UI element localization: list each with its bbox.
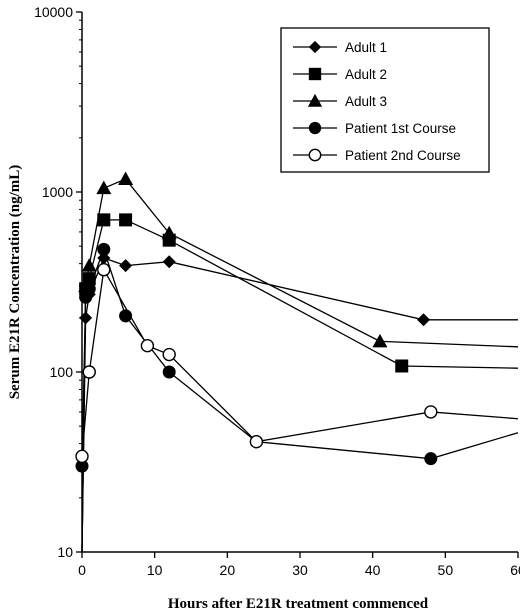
x-tick-label: 0 bbox=[78, 562, 86, 578]
series-4 bbox=[75, 242, 519, 473]
data-point bbox=[372, 333, 388, 348]
series-line bbox=[81, 257, 518, 553]
data-point bbox=[395, 359, 409, 373]
legend: Adult 1 Adult 2 Adult 3 Patient 1st Course P… bbox=[280, 27, 490, 173]
x-tick-label: 40 bbox=[365, 562, 381, 578]
legend-entry-3: Adult 3 bbox=[293, 93, 387, 109]
y-tick-label: 10 bbox=[57, 544, 73, 560]
data-point bbox=[119, 259, 133, 273]
data-point bbox=[97, 213, 111, 227]
legend-marker bbox=[308, 67, 322, 81]
x-tick-label: 50 bbox=[438, 562, 454, 578]
y-tick-label: 1000 bbox=[42, 184, 73, 200]
y-axis-title: Serum E21R Concentration (ng/mL) bbox=[7, 165, 23, 400]
x-tick-label: 20 bbox=[220, 562, 236, 578]
y-tick-label: 10000 bbox=[34, 4, 73, 20]
legend-marker bbox=[308, 40, 322, 54]
data-point bbox=[424, 405, 438, 419]
legend-label: Patient 1st Course bbox=[345, 121, 456, 136]
legend-label: Adult 1 bbox=[345, 40, 387, 55]
axes: 0 10 20 30 40 50 60 10 100 1000 10000 bbox=[34, 4, 520, 578]
legend-label: Adult 3 bbox=[345, 94, 387, 109]
x-tick-label: 10 bbox=[147, 562, 163, 578]
data-point bbox=[162, 347, 176, 362]
series-3 bbox=[78, 171, 519, 553]
data-point bbox=[162, 255, 176, 269]
legend-label: Adult 2 bbox=[345, 67, 387, 82]
data-point bbox=[249, 434, 264, 449]
data-point bbox=[161, 225, 177, 240]
data-point bbox=[97, 242, 111, 256]
data-point bbox=[97, 263, 111, 277]
series-1 bbox=[79, 251, 518, 553]
legend-marker bbox=[308, 148, 322, 162]
series-5 bbox=[75, 263, 519, 464]
series-line bbox=[81, 267, 519, 457]
data-point bbox=[118, 171, 134, 186]
data-point bbox=[82, 282, 96, 296]
data-point bbox=[424, 452, 438, 466]
legend-marker bbox=[308, 121, 322, 135]
legend-label: Patient 2nd Course bbox=[345, 148, 461, 163]
legend-entry-5: Patient 2nd Course bbox=[293, 148, 461, 163]
x-axis-title: Hours after E21R treatment commenced bbox=[168, 596, 429, 611]
x-tick-label: 60 bbox=[510, 562, 520, 578]
data-point bbox=[81, 258, 97, 272]
data-point bbox=[82, 365, 96, 379]
data-point bbox=[162, 365, 176, 379]
data-point bbox=[417, 313, 431, 327]
legend-entry-2: Adult 2 bbox=[293, 67, 387, 82]
series-line bbox=[81, 219, 519, 553]
data-point bbox=[75, 449, 89, 464]
data-point bbox=[119, 213, 133, 227]
legend-entry-1: Adult 1 bbox=[293, 40, 387, 55]
series-layer bbox=[75, 171, 519, 553]
data-point bbox=[75, 459, 89, 473]
x-tick-label: 30 bbox=[292, 562, 308, 578]
data-point bbox=[96, 180, 112, 195]
series-line bbox=[81, 178, 519, 553]
data-point bbox=[140, 338, 155, 353]
legend-marker bbox=[307, 93, 323, 107]
legend-entry-4: Patient 1st Course bbox=[293, 121, 456, 136]
y-tick-label: 100 bbox=[50, 364, 74, 380]
